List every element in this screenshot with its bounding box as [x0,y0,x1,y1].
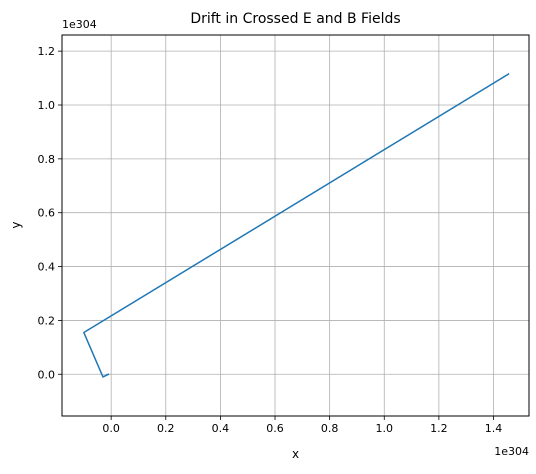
y-tick-label: 1.2 [38,45,56,58]
grid-layer [62,35,529,416]
x-offset-text: 1e304 [494,445,529,458]
plot-area-frame [62,35,529,416]
chart-title: Drift in Crossed E and B Fields [190,11,400,27]
tick-layer: 0.0 0.2 0.4 0.6 0.8 1.0 1.2 1.4 0.0 0.2 0.4 0.6 0.8 1… [38,45,503,435]
x-tick-label: 0.4 [212,422,230,435]
x-tick-label: 1.2 [430,422,448,435]
y-tick-label: 0.8 [38,153,56,166]
x-axis-label: x [292,447,299,461]
y-axis-label: y [9,221,23,228]
x-tick-label: 0.2 [157,422,175,435]
x-tick-label: 1.0 [376,422,394,435]
x-tick-label: 1.4 [485,422,503,435]
series-layer [84,74,509,377]
x-tick-label: 0.0 [102,422,120,435]
y-tick-label: 0.4 [38,261,56,274]
series-line [84,74,509,377]
y-tick-label: 0.2 [38,314,56,327]
y-offset-text: 1e304 [62,18,97,31]
y-tick-label: 0.0 [38,368,56,381]
x-tick-label: 0.8 [321,422,339,435]
x-tick-label: 0.6 [266,422,284,435]
y-tick-label: 0.6 [38,207,56,220]
y-tick-label: 1.0 [38,99,56,112]
